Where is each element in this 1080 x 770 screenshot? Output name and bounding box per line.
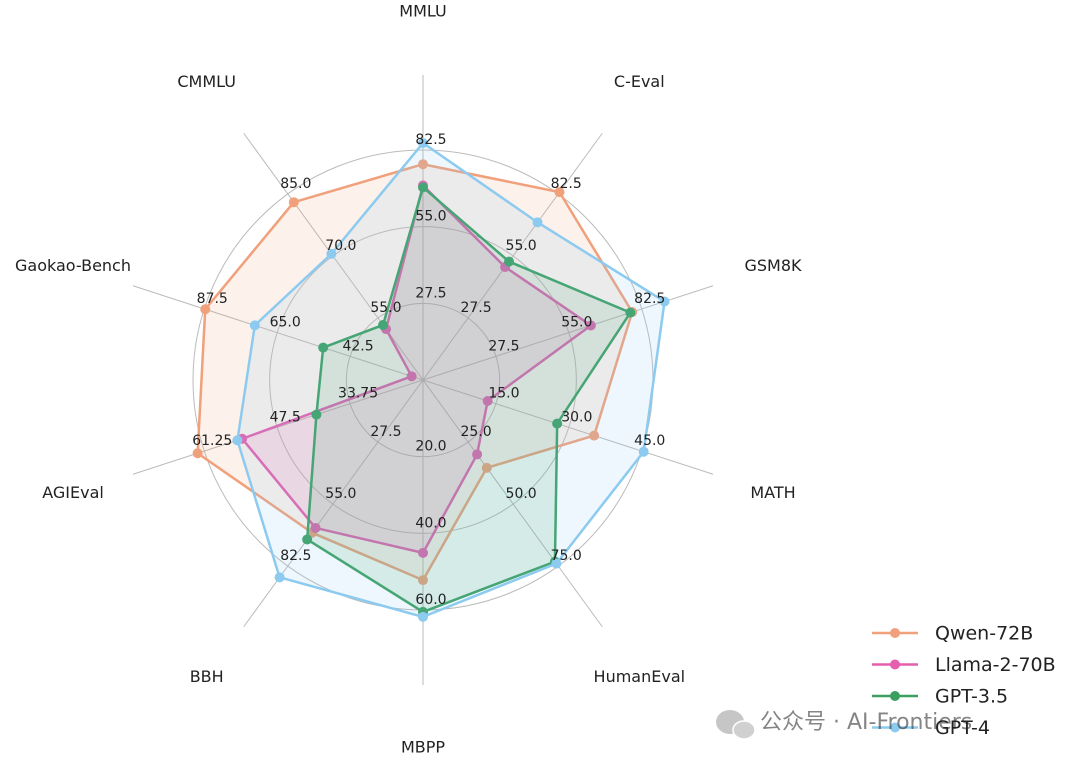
axis-line <box>422 132 603 381</box>
data-point <box>659 296 670 307</box>
watermark-text: 公众号 · AI-Frontiers <box>760 710 972 735</box>
data-point <box>481 462 492 473</box>
axis-label: GSM8K <box>744 256 802 275</box>
data-point <box>249 320 260 331</box>
data-point <box>418 138 428 149</box>
data-point <box>638 446 649 457</box>
axis-line <box>132 285 424 381</box>
data-point <box>418 547 428 558</box>
tick-label: 87.5 <box>197 291 228 307</box>
data-point <box>589 430 600 441</box>
axis-line <box>422 379 714 475</box>
tick-label: 75.0 <box>551 548 582 564</box>
data-point <box>625 307 636 318</box>
tick-label: 61.25 <box>192 433 232 449</box>
axis-line <box>422 379 603 628</box>
axis-label: HumanEval <box>594 667 686 686</box>
data-point <box>532 217 543 228</box>
axis-label: C-Eval <box>614 72 665 91</box>
tick-label: 70.0 <box>325 238 356 254</box>
tick-label: 25.0 <box>460 424 491 440</box>
data-point <box>418 611 428 622</box>
tick-label: 82.5 <box>551 176 582 192</box>
tick-label: 65.0 <box>270 315 301 331</box>
tick-label: 50.0 <box>506 486 537 502</box>
legend-marker <box>890 628 900 638</box>
data-point <box>504 256 515 267</box>
data-point <box>311 409 322 420</box>
data-point <box>378 320 389 331</box>
tick-label: 55.0 <box>325 486 356 502</box>
tick-label: 42.5 <box>342 338 373 354</box>
tick-label: 82.5 <box>415 132 446 148</box>
axis-label: MATH <box>750 483 795 502</box>
tick-label: 27.5 <box>488 338 519 354</box>
data-point <box>418 182 428 193</box>
legend-label: Llama-2-70B <box>935 654 1056 676</box>
data-point <box>326 248 337 259</box>
legend-label: Qwen-72B <box>935 623 1033 645</box>
data-point <box>552 418 563 429</box>
data-point <box>318 342 329 353</box>
tick-label: 45.0 <box>634 433 665 449</box>
tick-label: 15.0 <box>488 386 519 402</box>
axis-label: BBH <box>190 667 224 686</box>
legend-label: GPT-3.5 <box>935 686 1008 708</box>
data-point <box>418 575 428 586</box>
data-point <box>418 159 428 170</box>
legend-label: GPT-4 <box>935 717 990 739</box>
data-point <box>310 522 321 533</box>
data-point <box>554 187 565 198</box>
axis-label: Gaokao-Bench <box>15 256 131 275</box>
tick-label: 82.5 <box>280 548 311 564</box>
tick-label: 20.0 <box>415 439 446 455</box>
data-point <box>302 534 313 545</box>
data-point <box>472 449 483 460</box>
tick-label: 47.5 <box>270 409 301 425</box>
data-point <box>192 448 203 459</box>
axis-label: AGIEval <box>42 483 104 502</box>
tick-label: 40.0 <box>415 515 446 531</box>
tick-label: 27.5 <box>370 424 401 440</box>
data-point <box>482 396 493 407</box>
tick-label: 55.0 <box>415 209 446 225</box>
data-point <box>274 572 285 583</box>
tick-label: 55.0 <box>561 315 592 331</box>
data-point <box>288 197 299 208</box>
legend-marker <box>890 659 900 670</box>
data-point <box>232 435 243 446</box>
tick-label: 85.0 <box>280 176 311 192</box>
legend-marker <box>890 722 900 733</box>
data-point <box>551 558 562 569</box>
axis-label: MMLU <box>399 2 446 21</box>
axis-line <box>243 379 424 628</box>
tick-label: 27.5 <box>460 300 491 316</box>
data-point <box>200 304 211 315</box>
tick-label: 82.5 <box>634 291 665 307</box>
tick-label: 33.75 <box>338 386 378 402</box>
axis-label: MBPP <box>401 738 445 757</box>
watermark: 公众号 · AI-Frontiers <box>716 710 972 740</box>
tick-label: 55.0 <box>506 238 537 254</box>
tick-label: 27.5 <box>415 285 446 301</box>
axis-line <box>132 379 424 475</box>
tick-label: 60.0 <box>415 592 446 608</box>
legend-marker <box>890 691 900 701</box>
tick-label: 30.0 <box>561 409 592 425</box>
axis-label: CMMLU <box>177 72 236 91</box>
data-point <box>585 320 596 331</box>
watermark-icon <box>732 720 756 740</box>
data-point <box>406 371 417 382</box>
tick-label: 55.0 <box>370 300 401 316</box>
